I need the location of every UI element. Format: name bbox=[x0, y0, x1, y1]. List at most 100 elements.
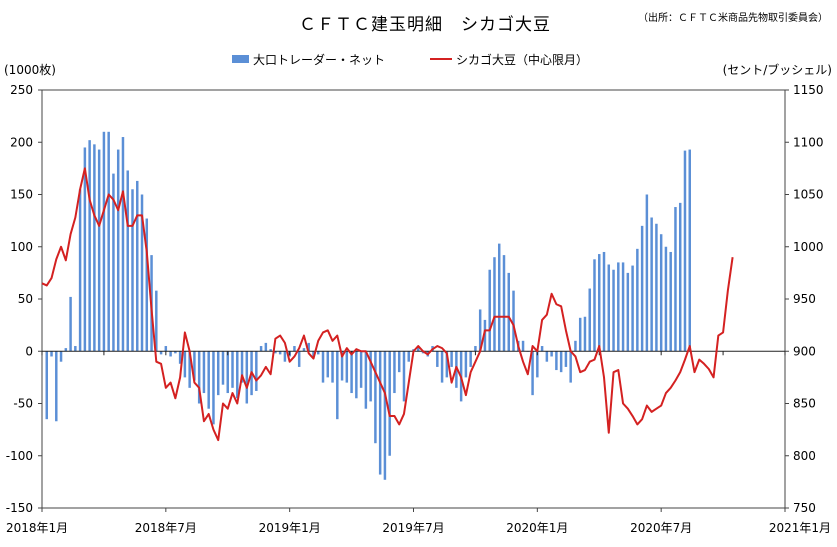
bar-net-position bbox=[202, 351, 206, 394]
left-axis-tick-label: 200 bbox=[10, 135, 33, 149]
bar-net-position bbox=[550, 351, 553, 357]
bar-net-position bbox=[555, 351, 558, 371]
legend-line-label: シカゴ大豆（中心限月） bbox=[456, 52, 588, 67]
bar-net-position bbox=[88, 140, 91, 352]
chart-title: ＣＦＴＣ建玉明細 シカゴ大豆 bbox=[299, 14, 551, 35]
bar-net-position bbox=[374, 351, 377, 444]
bar-net-position bbox=[121, 137, 125, 352]
bar-net-position bbox=[317, 351, 320, 355]
bar-net-position bbox=[569, 351, 572, 383]
bar-net-position bbox=[312, 351, 315, 357]
left-axis-label: (1000枚) bbox=[4, 62, 56, 77]
bar-net-position bbox=[378, 351, 382, 475]
bar-net-position bbox=[159, 351, 163, 355]
bar-net-position bbox=[636, 248, 639, 352]
right-axis-tick-label: 1000 bbox=[793, 240, 824, 254]
left-axis-tick-label: 150 bbox=[10, 188, 33, 202]
bar-net-position bbox=[302, 348, 306, 352]
bar-net-position bbox=[126, 170, 129, 352]
bar-net-position bbox=[393, 351, 396, 394]
bar-net-position bbox=[502, 255, 506, 352]
left-axis-tick-label: -100 bbox=[6, 449, 33, 463]
bar-net-position bbox=[112, 173, 115, 352]
bar-net-position bbox=[155, 290, 158, 352]
bar-net-position bbox=[493, 257, 496, 352]
bar-net-position bbox=[621, 262, 625, 352]
price-line-soybean bbox=[41, 167, 734, 442]
x-axis-tick-label: 2021年1月 bbox=[769, 521, 831, 535]
bar-net-position bbox=[359, 351, 363, 388]
bar-net-position bbox=[259, 346, 263, 352]
x-axis-tick-label: 2019年1月 bbox=[259, 521, 321, 535]
bar-net-position bbox=[255, 351, 258, 391]
bar-net-position bbox=[193, 351, 196, 381]
right-axis-tick-label: 1150 bbox=[793, 83, 824, 97]
bar-net-position bbox=[321, 351, 325, 383]
bar-net-position bbox=[178, 351, 182, 364]
bar-net-position bbox=[450, 351, 453, 367]
left-axis-tick-label: -150 bbox=[6, 501, 33, 515]
bar-net-position bbox=[507, 272, 510, 352]
bar-net-position bbox=[602, 251, 606, 352]
bar-net-position bbox=[655, 223, 658, 352]
bar-net-position bbox=[188, 351, 191, 388]
bar-net-position bbox=[388, 351, 391, 456]
left-axis-tick-label: 250 bbox=[10, 83, 33, 97]
bar-net-position bbox=[97, 149, 101, 352]
bar-net-position bbox=[197, 351, 201, 404]
right-axis-label: (セント/ブッシェル) bbox=[723, 62, 832, 77]
bar-net-position bbox=[307, 342, 310, 352]
bar-net-position bbox=[355, 351, 358, 399]
bar-net-position bbox=[145, 218, 149, 352]
bar-net-position bbox=[107, 131, 110, 352]
plot-area: 250 200 150 100 50 0 -50 -100 -150 1150 1100 1050 10… bbox=[6, 83, 831, 535]
bar-net-position bbox=[588, 288, 591, 352]
bar-net-position bbox=[345, 351, 349, 383]
bar-net-position bbox=[74, 346, 77, 352]
bar-net-position bbox=[297, 351, 301, 367]
bar-net-position bbox=[497, 243, 501, 352]
bar-net-position bbox=[612, 269, 615, 352]
bar-net-position bbox=[564, 351, 568, 367]
bar-net-position bbox=[55, 351, 58, 422]
bar-net-position bbox=[574, 340, 577, 352]
bar-net-position bbox=[617, 262, 620, 352]
bar-net-position bbox=[593, 259, 596, 352]
left-axis-tick-label: 0 bbox=[25, 344, 33, 358]
bar-net-position bbox=[364, 351, 368, 409]
bar-net-position bbox=[407, 351, 410, 362]
bar-net-position bbox=[640, 225, 644, 352]
bar-net-position bbox=[278, 351, 282, 355]
bar-net-position bbox=[664, 246, 668, 352]
bar-net-position bbox=[264, 342, 268, 352]
right-axis-tick-label: 1050 bbox=[793, 188, 824, 202]
bar-net-position bbox=[578, 317, 582, 352]
bar-net-position bbox=[326, 351, 330, 378]
bar-net-position bbox=[478, 309, 482, 352]
bar-net-position bbox=[236, 351, 239, 399]
bar-net-position bbox=[645, 194, 649, 352]
bar-net-position bbox=[183, 351, 187, 378]
bar-net-position bbox=[69, 296, 72, 352]
bar-net-position bbox=[474, 346, 477, 352]
bar-net-position bbox=[102, 131, 106, 352]
bar-net-position bbox=[293, 346, 296, 352]
bar-net-position bbox=[521, 340, 525, 352]
right-axis-tick-label: 850 bbox=[793, 397, 816, 411]
bar-net-position bbox=[464, 351, 468, 378]
bar-net-position bbox=[245, 351, 249, 404]
bar-net-position bbox=[440, 351, 444, 383]
bar-net-position bbox=[64, 348, 68, 352]
right-axis-tick-label: 750 bbox=[793, 501, 816, 515]
plot-frame bbox=[41, 89, 786, 509]
bar-net-position bbox=[83, 147, 87, 352]
bar-net-position bbox=[174, 351, 177, 354]
left-axis-tick-label: -50 bbox=[13, 397, 33, 411]
bar-net-position bbox=[678, 202, 682, 352]
bar-net-position bbox=[436, 351, 439, 367]
bar-net-position bbox=[688, 149, 691, 352]
bar-net-position bbox=[340, 351, 344, 381]
bar-net-position bbox=[350, 351, 353, 394]
right-axis-tick-label: 800 bbox=[793, 449, 816, 463]
